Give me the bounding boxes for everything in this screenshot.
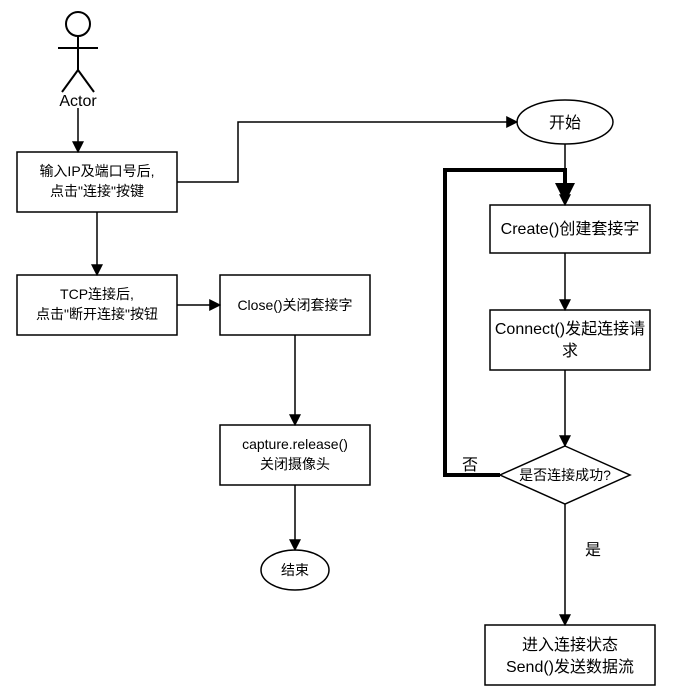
capture-release-line1: capture.release() (242, 436, 348, 452)
input-ip-node (17, 152, 177, 212)
capture-release-line2: 关闭摄像头 (260, 456, 330, 472)
connect-req-line1: Connect()发起连接请 (495, 320, 645, 338)
send-data-line1: 进入连接状态 (522, 636, 618, 654)
start-label: 开始 (549, 114, 581, 132)
tcp-disconnect-line1: TCP连接后, (60, 286, 134, 302)
flowchart-diagram: Actor 开始 输入IP及端口号后, 点击"连接"按键 TCP连接后, 点击"… (0, 0, 690, 700)
close-socket-line1: Close()关闭套接字 (237, 297, 352, 313)
input-ip-line1: 输入IP及端口号后, (39, 163, 154, 179)
tcp-disconnect-node (17, 275, 177, 335)
send-data-line2: Send()发送数据流 (506, 658, 634, 676)
capture-release-node (220, 425, 370, 485)
decision-label: 是否连接成功? (519, 467, 611, 483)
input-ip-line2: 点击"连接"按键 (50, 183, 144, 199)
no-label: 否 (462, 457, 478, 474)
tcp-disconnect-line2: 点击"断开连接"按钮 (36, 306, 158, 322)
actor-icon (58, 12, 98, 92)
edge-input-start (177, 122, 517, 182)
create-socket-line1: Create()创建套接字 (501, 220, 640, 238)
actor-label: Actor (59, 93, 97, 110)
yes-label: 是 (585, 542, 601, 559)
connect-req-line2: 求 (562, 342, 578, 360)
end-label: 结束 (281, 562, 309, 578)
connect-req-node (490, 310, 650, 370)
send-data-node (485, 625, 655, 685)
